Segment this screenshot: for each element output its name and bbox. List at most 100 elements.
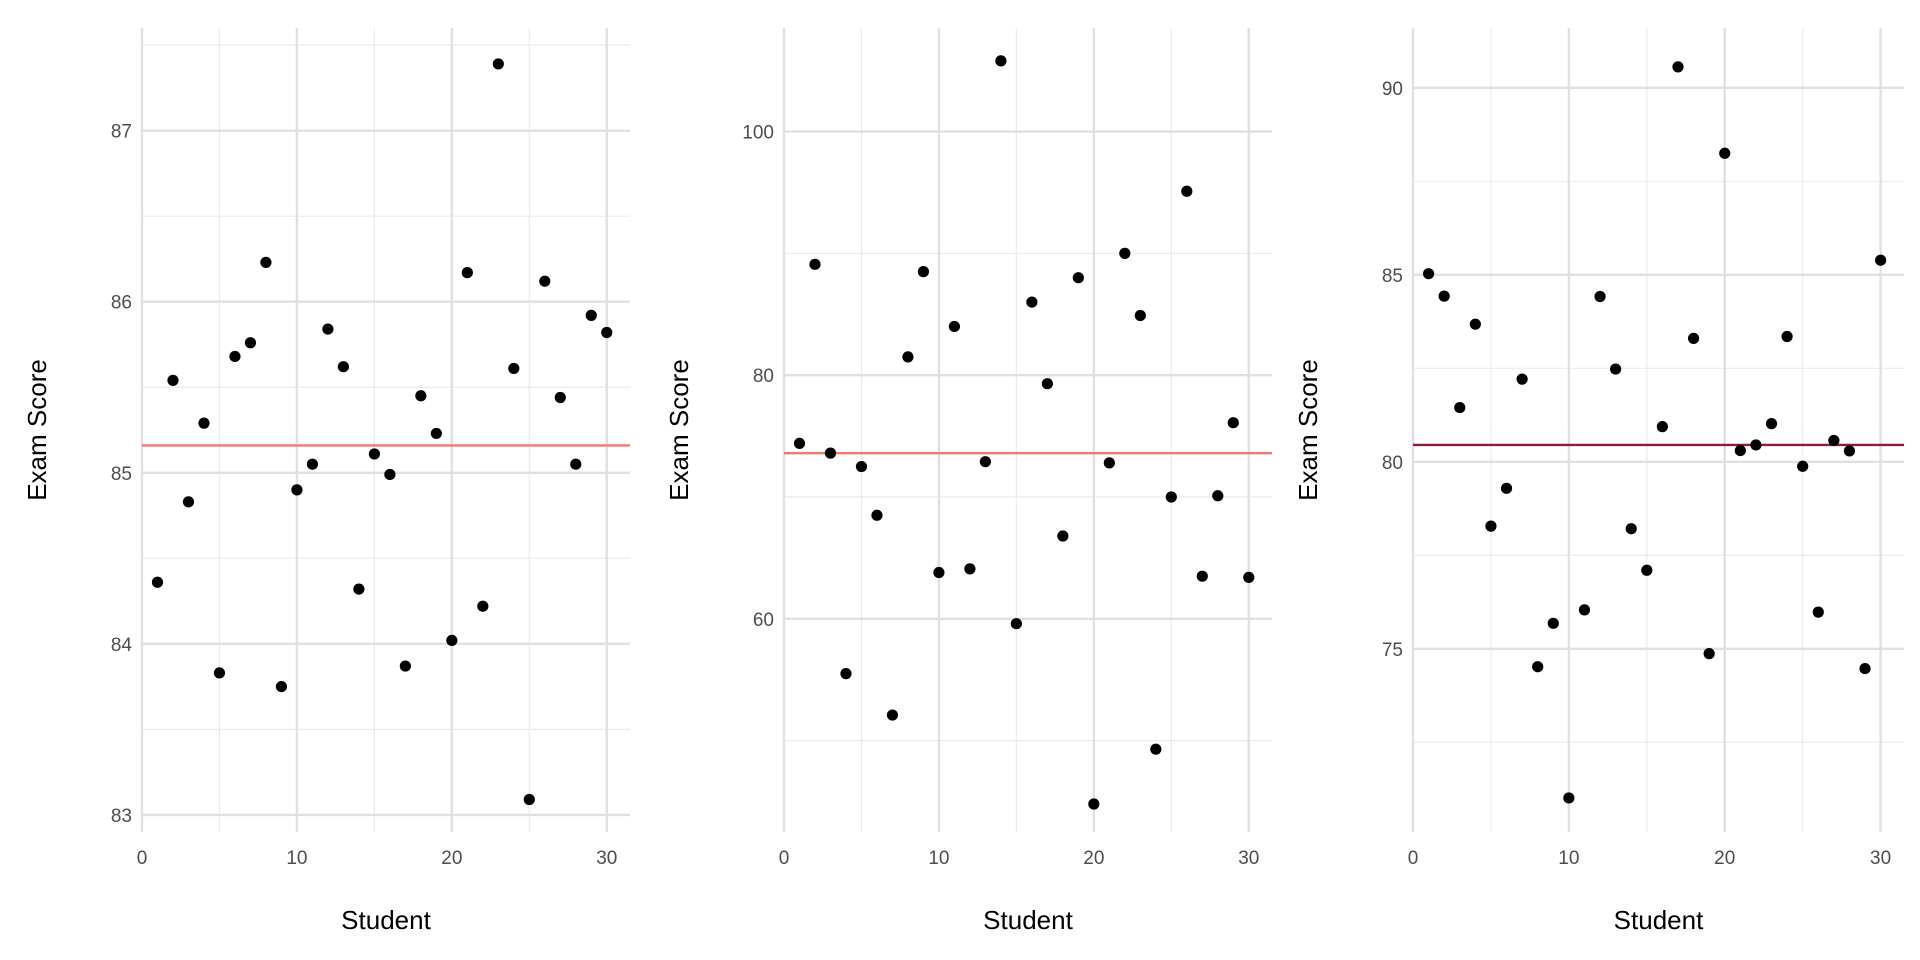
y-tick-label: 85 xyxy=(111,464,132,485)
data-point xyxy=(1875,254,1887,266)
data-point xyxy=(492,58,504,70)
data-point xyxy=(979,456,991,468)
y-tick-label: 100 xyxy=(742,123,774,144)
x-tick-label: 0 xyxy=(137,848,148,869)
x-axis-title: Student xyxy=(983,905,1073,935)
data-point xyxy=(1243,571,1255,584)
data-point xyxy=(1703,648,1715,660)
data-point xyxy=(1610,363,1622,375)
data-point xyxy=(1165,491,1177,503)
data-point xyxy=(995,55,1007,67)
data-point xyxy=(1672,61,1684,73)
data-point xyxy=(1828,434,1840,447)
data-point xyxy=(1041,378,1053,390)
data-point xyxy=(1719,147,1731,159)
data-point xyxy=(1687,332,1700,344)
data-point xyxy=(151,576,164,588)
data-point xyxy=(1072,272,1084,284)
data-point xyxy=(824,447,837,459)
data-point xyxy=(291,484,303,496)
data-point xyxy=(1516,373,1528,385)
data-point xyxy=(1656,421,1668,433)
data-point xyxy=(1438,290,1450,302)
x-axis-title: Student xyxy=(1614,905,1704,935)
y-tick-label: 86 xyxy=(111,293,132,314)
data-point xyxy=(1500,482,1513,494)
data-point xyxy=(871,509,883,521)
chart-panel-1: 0 10 20 30 83 84 85 86 87 Student Exam Score xyxy=(22,28,630,935)
data-point xyxy=(1781,330,1793,343)
data-point xyxy=(1812,606,1824,618)
data-point xyxy=(337,361,349,373)
data-point xyxy=(182,496,195,508)
data-point xyxy=(1532,661,1544,673)
x-tick-label: 20 xyxy=(1714,848,1735,869)
chart-panel-3: 0 10 20 30 75 80 85 90 Student Exam Score xyxy=(1293,28,1904,935)
data-point xyxy=(917,266,930,278)
data-point xyxy=(1641,564,1653,576)
data-point xyxy=(1625,523,1637,535)
data-point xyxy=(368,448,380,460)
chart-panel-2: 0 10 20 30 60 80 100 Student Exam Score xyxy=(664,28,1272,935)
x-tick-label: 0 xyxy=(1408,848,1419,869)
data-point xyxy=(809,258,821,270)
x-axis-title: Student xyxy=(341,905,431,935)
data-point xyxy=(306,458,319,470)
data-point xyxy=(430,427,442,440)
data-point xyxy=(585,309,597,321)
x-tick-label: 10 xyxy=(286,848,307,869)
data-point xyxy=(948,320,961,333)
y-tick-label: 75 xyxy=(1382,640,1403,661)
y-tick-label: 85 xyxy=(1382,266,1403,287)
data-point xyxy=(793,437,806,449)
data-point xyxy=(384,468,396,481)
data-point xyxy=(213,667,226,679)
data-point xyxy=(461,267,473,279)
data-point xyxy=(1227,417,1239,429)
data-point xyxy=(1134,309,1146,322)
data-point xyxy=(933,566,945,579)
x-tick-label: 10 xyxy=(1558,848,1579,869)
data-point xyxy=(523,793,535,806)
data-point xyxy=(1469,318,1481,330)
data-point xyxy=(1103,457,1115,469)
x-tick-label: 0 xyxy=(779,848,790,869)
y-axis-title: Exam Score xyxy=(664,359,694,501)
data-point xyxy=(1150,743,1162,755)
data-point xyxy=(1578,604,1591,616)
data-point xyxy=(446,634,458,647)
y-axis-title: Exam Score xyxy=(1293,359,1323,501)
y-tick-label: 83 xyxy=(111,806,132,827)
y-tick-label: 60 xyxy=(753,610,774,631)
data-point xyxy=(1010,618,1022,630)
data-point xyxy=(508,362,520,375)
data-point xyxy=(1563,792,1575,804)
data-point xyxy=(1843,445,1856,457)
x-tick-label: 20 xyxy=(1083,848,1104,869)
data-point xyxy=(1734,444,1746,457)
data-point xyxy=(399,660,411,672)
data-point xyxy=(229,350,241,363)
data-point xyxy=(855,460,868,473)
x-tick-label: 10 xyxy=(928,848,949,869)
y-tick-label: 80 xyxy=(753,366,774,387)
data-point xyxy=(322,323,334,335)
x-tick-label: 30 xyxy=(1238,848,1259,869)
data-point xyxy=(477,600,489,612)
data-point xyxy=(1547,617,1559,629)
data-point xyxy=(260,256,272,268)
data-point xyxy=(167,374,179,386)
data-point xyxy=(1750,439,1762,451)
data-point xyxy=(1765,418,1778,430)
data-point xyxy=(886,709,899,721)
data-point xyxy=(275,680,288,693)
data-point xyxy=(1422,268,1435,280)
data-point xyxy=(1181,185,1193,197)
data-point xyxy=(554,391,566,404)
data-point xyxy=(1212,490,1224,502)
data-point xyxy=(1196,570,1208,582)
y-tick-label: 87 xyxy=(111,122,132,143)
data-point xyxy=(244,337,257,349)
data-point xyxy=(570,458,582,470)
